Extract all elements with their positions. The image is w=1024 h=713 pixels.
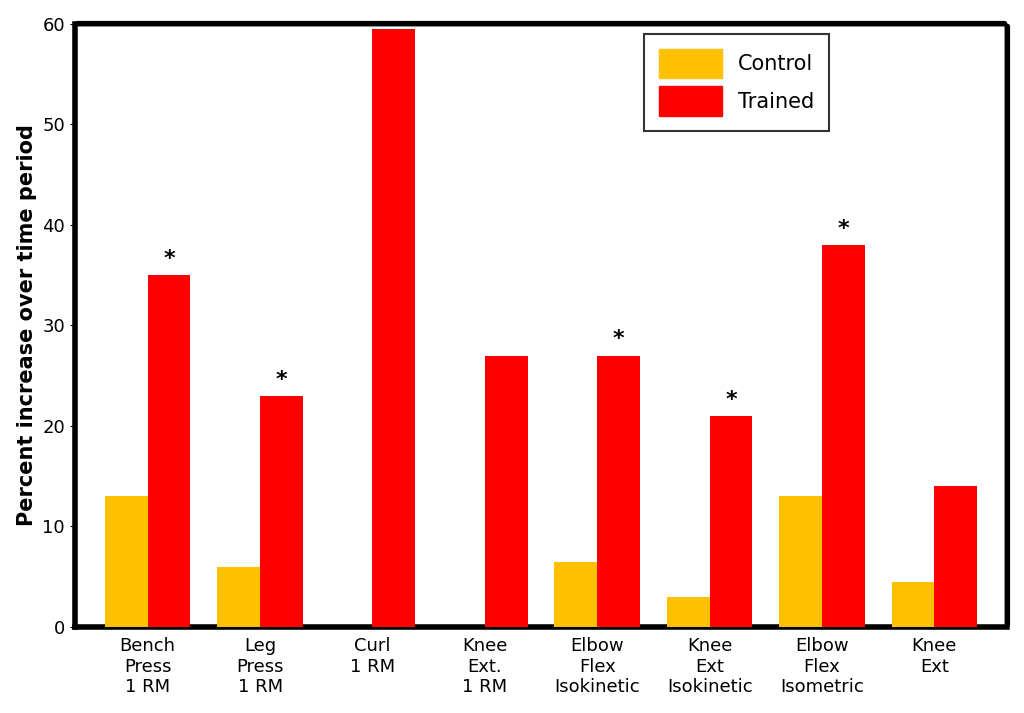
Y-axis label: Percent increase over time period: Percent increase over time period — [16, 124, 37, 526]
Bar — [597, 356, 640, 627]
Bar — [934, 486, 977, 627]
Text: *: * — [612, 329, 625, 349]
Text: *: * — [838, 219, 849, 239]
Text: *: * — [725, 390, 736, 410]
Bar — [667, 597, 710, 627]
Bar — [822, 245, 864, 627]
Bar — [373, 29, 415, 627]
Bar — [260, 396, 303, 627]
Bar — [779, 496, 822, 627]
Bar — [555, 562, 597, 627]
Legend: Control, Trained: Control, Trained — [644, 34, 829, 130]
Bar — [217, 567, 260, 627]
Bar — [105, 496, 147, 627]
Bar — [892, 582, 934, 627]
Text: *: * — [275, 370, 288, 390]
Text: *: * — [163, 249, 175, 269]
Bar — [484, 356, 527, 627]
Bar — [147, 275, 190, 627]
Bar — [710, 416, 753, 627]
